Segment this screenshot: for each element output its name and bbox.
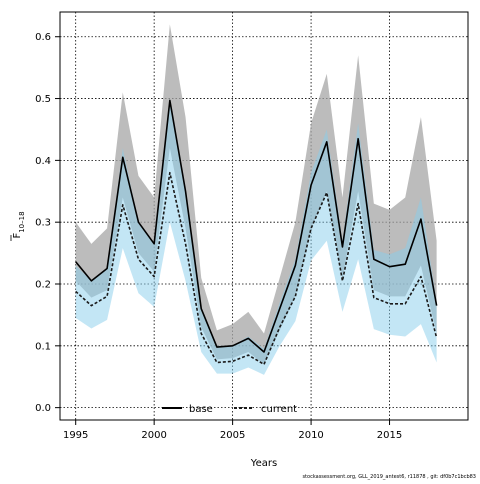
y-axis-title-main: F	[12, 233, 23, 239]
y-tick-label: 0.3	[35, 218, 51, 229]
y-tick-label: 0.1	[35, 341, 51, 352]
x-tick-label: 2000	[141, 430, 166, 441]
band-base	[75, 24, 437, 365]
legend-label-base: base	[189, 404, 213, 415]
confidence-bands	[75, 24, 437, 375]
y-tick-label: 0.4	[35, 156, 51, 167]
y-tick-label: 0.6	[35, 32, 51, 43]
line-base	[75, 99, 438, 353]
svg-text:F10–18: F10–18	[12, 211, 26, 238]
band-current	[75, 98, 437, 375]
y-tick-label: 0.5	[35, 94, 51, 105]
x-tick-label: 1995	[63, 430, 88, 441]
legend: base current	[162, 404, 297, 415]
line-current	[75, 171, 438, 366]
y-tick-label: 0.2	[35, 280, 51, 291]
y-axis-title-subscript: 10–18	[18, 211, 26, 232]
x-tick-label: 2005	[220, 430, 245, 441]
x-tick-label: 2015	[377, 430, 402, 441]
x-axis-title: Years	[250, 458, 277, 469]
y-axis-title: F10–18	[10, 211, 26, 241]
axis-ticks: 1995 2000 2005 2010 2015 0.0 0.1 0.2 0.3 0.4 0.5 0.…	[35, 32, 402, 441]
legend-label-current: current	[261, 404, 297, 415]
x-tick-label: 2010	[298, 430, 323, 441]
plot-frame	[59, 11, 469, 421]
footer-text: stockassessment.org, GLL_2019_antest6, r…	[302, 474, 476, 480]
y-tick-label: 0.0	[35, 403, 51, 414]
series-lines	[75, 99, 438, 366]
